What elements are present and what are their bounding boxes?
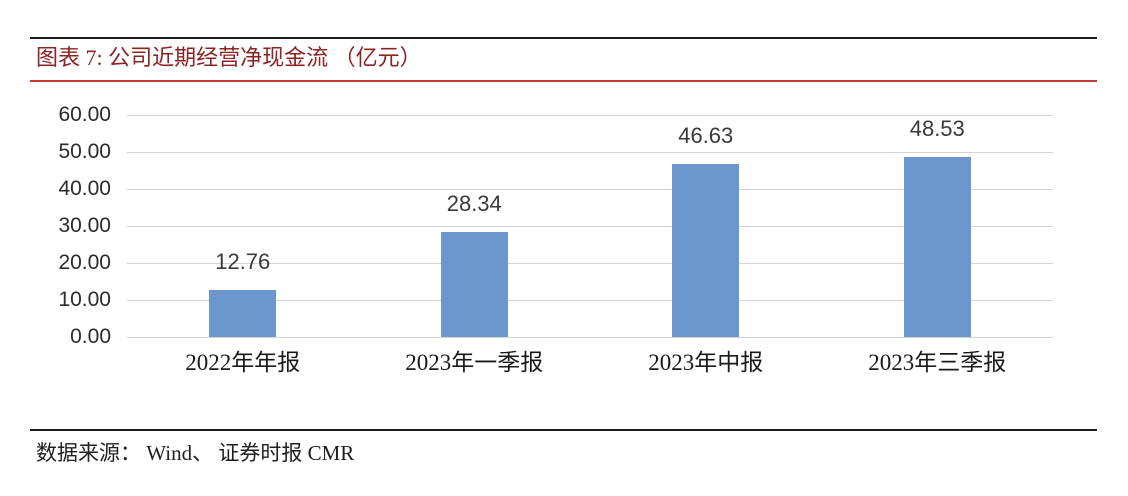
gridline (127, 189, 1053, 190)
bar-value-label: 12.76 (215, 248, 271, 274)
y-axis-tick-label: 20.00 (58, 251, 111, 274)
y-axis-tick-label: 0.00 (70, 325, 111, 348)
header-top-rule (30, 37, 1097, 39)
bar (903, 157, 971, 337)
bar-value-label: 48.53 (909, 116, 965, 142)
gridline (127, 152, 1053, 153)
y-axis-tick-label: 60.00 (58, 103, 111, 126)
gridline (127, 300, 1053, 301)
y-axis-tick-label: 10.00 (58, 288, 111, 311)
y-axis-tick-label: 50.00 (58, 140, 111, 163)
gridline (127, 337, 1053, 338)
y-axis-tick-label: 30.00 (58, 214, 111, 237)
bar-value-label: 46.63 (678, 123, 734, 149)
gridline (127, 226, 1053, 227)
bar (440, 232, 508, 337)
figure-title: 图表 7: 公司近期经营净现金流 （亿元） (36, 45, 422, 70)
bar (672, 164, 740, 337)
y-axis-tick-label: 40.00 (58, 177, 111, 200)
gridline (127, 263, 1053, 264)
x-axis-category-label: 2023年三季报 (868, 350, 1007, 375)
gridline (127, 115, 1053, 116)
bar-value-label: 28.34 (446, 191, 502, 217)
footer-top-rule (30, 429, 1097, 431)
title-underline-rule (30, 80, 1097, 82)
bar (209, 289, 277, 337)
data-source: 数据来源： Wind、 证券时报 CMR (36, 441, 355, 465)
x-axis-category-label: 2023年一季报 (405, 350, 544, 375)
x-axis-category-label: 2023年中报 (648, 350, 764, 375)
x-axis-category-label: 2022年年报 (185, 350, 301, 375)
